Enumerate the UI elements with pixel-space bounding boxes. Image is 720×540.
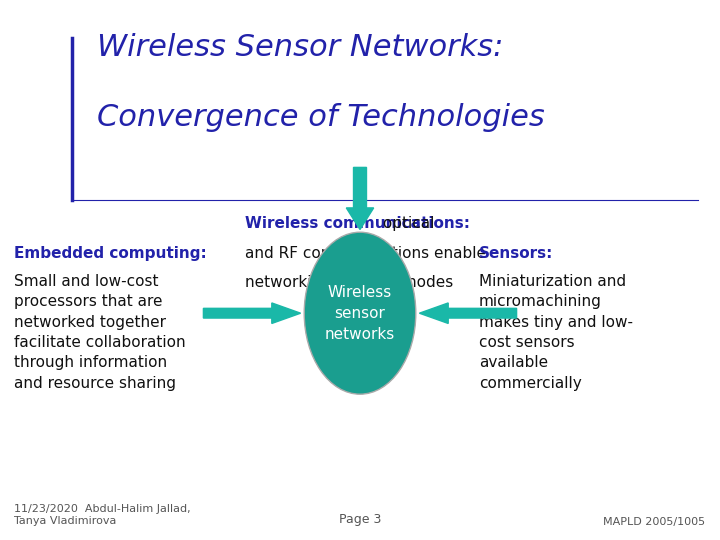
- Text: optical: optical: [378, 216, 434, 231]
- Text: Embedded computing:: Embedded computing:: [14, 246, 207, 261]
- Text: MAPLD 2005/1005: MAPLD 2005/1005: [603, 516, 706, 526]
- FancyArrow shape: [419, 303, 517, 323]
- Text: Wireless Sensor Networks:: Wireless Sensor Networks:: [97, 33, 503, 62]
- FancyArrow shape: [346, 167, 374, 230]
- Text: 11/23/2020  Abdul-Halim Jallad,
Tanya Vladimirova: 11/23/2020 Abdul-Halim Jallad, Tanya Vla…: [14, 504, 191, 526]
- Text: Page 3: Page 3: [339, 514, 381, 526]
- Text: Miniaturization and
micromachining
makes tiny and low-
cost sensors
available
co: Miniaturization and micromachining makes…: [479, 274, 633, 391]
- Text: and RF communications enable: and RF communications enable: [245, 246, 486, 261]
- Text: Sensors:: Sensors:: [479, 246, 553, 261]
- Text: Small and low-cost
processors that are
networked together
facilitate collaborati: Small and low-cost processors that are n…: [14, 274, 186, 391]
- Text: Wireless
sensor
networks: Wireless sensor networks: [325, 285, 395, 342]
- Text: Wireless communications:: Wireless communications:: [245, 216, 470, 231]
- Text: networking between nodes: networking between nodes: [245, 275, 453, 291]
- FancyArrow shape: [203, 303, 301, 323]
- Text: Convergence of Technologies: Convergence of Technologies: [97, 103, 545, 132]
- Ellipse shape: [304, 232, 416, 394]
